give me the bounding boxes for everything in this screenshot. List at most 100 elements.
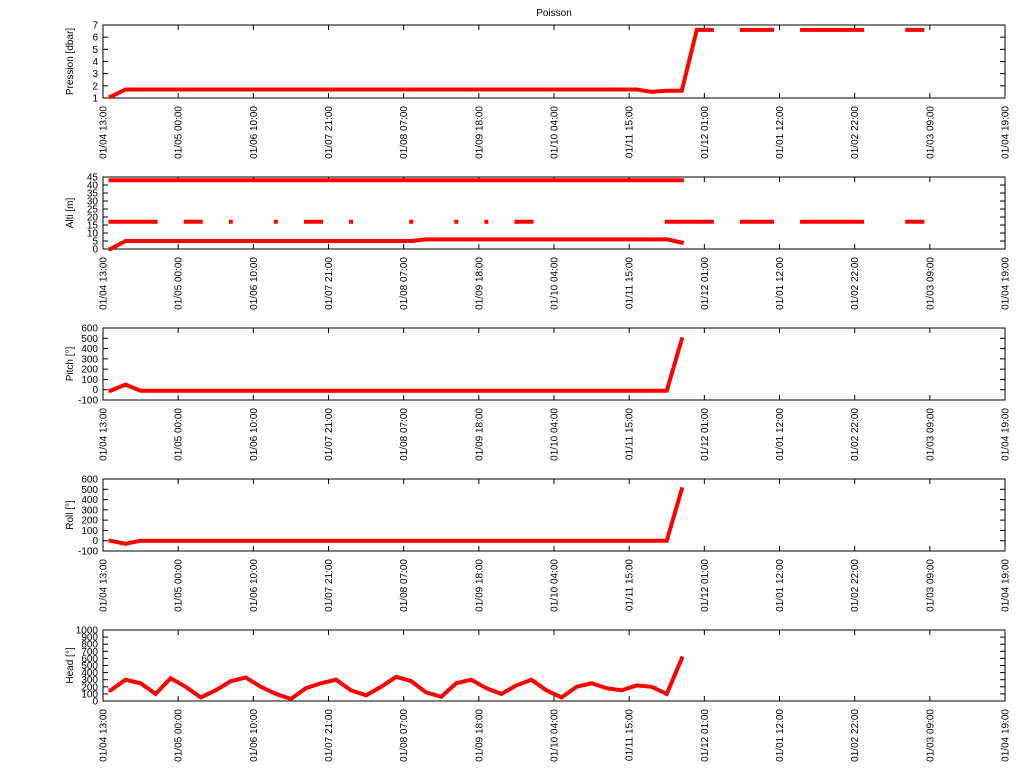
y-tick-label: 6 [92, 33, 98, 44]
y-tick-label: 3 [92, 69, 98, 80]
x-tick-label: 01/01 12:00 [775, 257, 786, 310]
x-tick-label: 01/12 01:00 [700, 408, 711, 461]
x-tick-label: 01/09 18:00 [474, 709, 485, 762]
x-tick-label: 01/07 21:00 [324, 559, 335, 612]
y-tick-label: 7 [92, 21, 98, 32]
x-tick-label: 01/08 07:00 [399, 257, 410, 310]
x-tick-label: 01/09 18:00 [474, 257, 485, 310]
y-tick-label: 500 [81, 485, 98, 496]
y-tick-label: 200 [81, 365, 98, 376]
y-tick-label: 100 [81, 526, 98, 537]
x-tick-label: 01/02 22:00 [850, 106, 861, 159]
x-tick-label: 01/05 00:00 [174, 408, 185, 461]
x-tick-label: 01/02 22:00 [850, 559, 861, 612]
y-axis-label: Pression [dbar] [65, 28, 76, 95]
y-tick-label: 100 [81, 375, 98, 386]
y-tick-label: 10 [87, 229, 99, 240]
y-axis-label: Head [°] [65, 647, 76, 683]
y-tick-label: 500 [81, 334, 98, 345]
x-tick-label: 01/08 07:00 [399, 559, 410, 612]
x-tick-label: 01/05 00:00 [174, 709, 185, 762]
x-tick-label: 01/03 09:00 [925, 257, 936, 310]
y-tick-label: 2 [92, 81, 98, 92]
x-tick-label: 01/02 22:00 [850, 408, 861, 461]
data-series [108, 655, 685, 702]
x-tick-label: 01/10 04:00 [550, 408, 561, 461]
x-tick-label: 01/08 07:00 [399, 709, 410, 762]
x-tick-label: 01/07 21:00 [324, 106, 335, 159]
y-tick-label: 30 [87, 197, 99, 208]
y-tick-label: 0 [92, 697, 98, 708]
x-tick-label: 01/05 00:00 [174, 257, 185, 310]
y-tick-label: 25 [87, 205, 99, 216]
y-tick-label: 600 [81, 324, 98, 335]
x-tick-label: 01/07 21:00 [324, 408, 335, 461]
y-tick-label: 200 [81, 516, 98, 527]
y-tick-label: 400 [81, 668, 98, 679]
x-tick-label: 01/09 18:00 [474, 106, 485, 159]
x-tick-label: 01/04 13:00 [99, 709, 110, 762]
x-tick-label: 01/09 18:00 [474, 559, 485, 612]
y-tick-label: 400 [81, 344, 98, 355]
x-tick-label: 01/08 07:00 [399, 408, 410, 461]
x-tick-label: 01/04 19:00 [1001, 408, 1012, 461]
y-tick-label: 100 [81, 689, 98, 700]
x-tick-label: 01/12 01:00 [700, 257, 711, 310]
x-tick-label: 01/12 01:00 [700, 106, 711, 159]
y-axis-label: Pitch [°] [65, 347, 76, 382]
x-tick-label: 01/11 15:00 [625, 559, 636, 612]
x-tick-label: 01/10 04:00 [550, 106, 561, 159]
y-tick-label: 300 [81, 505, 98, 516]
plot-frame [102, 629, 1006, 702]
data-series [108, 237, 685, 251]
x-tick-label: 01/09 18:00 [474, 408, 485, 461]
chart-title: Poisson [536, 8, 572, 19]
x-tick-label: 01/12 01:00 [700, 559, 711, 612]
x-tick-label: 01/04 19:00 [1001, 106, 1012, 159]
x-tick-label: 01/03 09:00 [925, 408, 936, 461]
x-tick-label: 01/11 15:00 [625, 106, 636, 159]
y-tick-label: 900 [81, 633, 98, 644]
x-tick-label: 01/06 10:00 [249, 559, 260, 612]
y-tick-label: 200 [81, 682, 98, 693]
x-tick-label: 01/04 13:00 [99, 257, 110, 310]
x-tick-label: 01/10 04:00 [550, 709, 561, 762]
x-tick-label: 01/03 09:00 [925, 559, 936, 612]
y-tick-label: 35 [87, 189, 99, 200]
y-tick-label: 4 [92, 57, 98, 68]
x-tick-label: 01/04 13:00 [99, 559, 110, 612]
y-tick-label: 500 [81, 661, 98, 672]
y-tick-label: 40 [87, 181, 99, 192]
y-tick-label: -100 [78, 547, 98, 558]
x-tick-label: 01/08 07:00 [399, 106, 410, 159]
y-axis-label: Roll [°] [65, 500, 76, 530]
x-tick-label: 01/06 10:00 [249, 106, 260, 159]
data-series [108, 27, 925, 99]
x-tick-label: 01/01 12:00 [775, 408, 786, 461]
y-tick-label: 15 [87, 221, 99, 232]
x-tick-label: 01/04 13:00 [99, 106, 110, 159]
y-tick-label: 0 [92, 385, 98, 396]
y-tick-label: 0 [92, 245, 98, 256]
x-tick-label: 01/05 00:00 [174, 559, 185, 612]
y-tick-label: 300 [81, 354, 98, 365]
y-tick-label: 0 [92, 536, 98, 547]
x-tick-label: 01/11 15:00 [625, 408, 636, 461]
x-tick-label: 01/10 04:00 [550, 559, 561, 612]
x-tick-label: 01/07 21:00 [324, 709, 335, 762]
x-tick-label: 01/06 10:00 [249, 257, 260, 310]
x-tick-label: 01/01 12:00 [775, 106, 786, 159]
x-tick-label: 01/11 15:00 [625, 709, 636, 762]
x-tick-label: 01/10 04:00 [550, 257, 561, 310]
x-tick-label: 01/04 19:00 [1001, 257, 1012, 310]
y-tick-label: 800 [81, 640, 98, 651]
y-tick-label: 1 [92, 94, 98, 105]
y-tick-label: -100 [78, 396, 98, 407]
x-tick-label: 01/05 00:00 [174, 106, 185, 159]
y-tick-label: 700 [81, 647, 98, 658]
x-tick-label: 01/11 15:00 [625, 257, 636, 310]
x-tick-label: 01/01 12:00 [775, 709, 786, 762]
y-tick-label: 400 [81, 495, 98, 506]
y-tick-label: 300 [81, 675, 98, 686]
